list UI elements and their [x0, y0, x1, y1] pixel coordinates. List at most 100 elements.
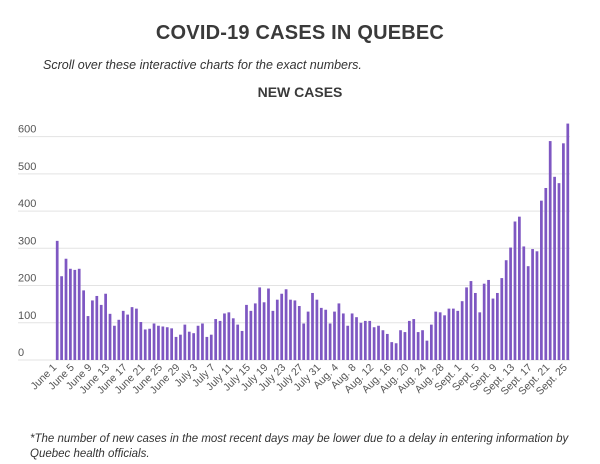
bar-july-26[interactable]: July 26: 145: [297, 306, 301, 360]
bar-july-27[interactable]: July 27: 98: [302, 323, 306, 360]
bar-july-18[interactable]: July 18: 155: [262, 302, 266, 360]
bar-sept-17[interactable]: Sept. 17: 298: [531, 249, 534, 360]
bar-sept-19[interactable]: Sept. 19: 428: [540, 200, 543, 360]
bar-sept-24[interactable]: Sept. 24: 582: [562, 143, 565, 360]
bar-june-17[interactable]: June 17: 122: [126, 314, 129, 360]
bar-sept-20[interactable]: Sept. 20: 462: [544, 187, 548, 360]
bar-sept-5[interactable]: Sept. 5: 128: [478, 312, 482, 360]
bar-sept-12[interactable]: Sept. 12: 302: [509, 247, 512, 360]
bar-july-12[interactable]: July 12: 95: [236, 324, 240, 360]
bar-sept-23[interactable]: Sept. 23: 475: [557, 183, 561, 360]
bar-sept-4[interactable]: Sept. 4: 180: [474, 292, 477, 360]
bar-july-24[interactable]: July 24: 162: [289, 299, 292, 360]
bar-aug-6[interactable]: Aug. 6: 92: [346, 325, 350, 360]
bar-june-14[interactable]: June 14: 92: [113, 325, 116, 360]
bar-aug-21[interactable]: Aug. 21: 110: [412, 319, 416, 360]
bar-aug-18[interactable]: Aug. 18: 80: [399, 330, 402, 360]
bar-aug-16[interactable]: Aug. 16: 48: [390, 342, 394, 360]
bar-aug-31[interactable]: Aug. 31: 132: [456, 310, 460, 360]
bar-aug-5[interactable]: Aug. 5: 125: [341, 313, 345, 360]
bar-aug-4[interactable]: Aug. 4: 152: [337, 303, 341, 360]
bar-sept-3[interactable]: Sept. 3: 212: [469, 281, 473, 360]
bar-june-29[interactable]: June 29: 68: [179, 334, 182, 360]
bar-july-30[interactable]: July 30: 162: [315, 299, 319, 360]
bar-june-18[interactable]: June 18: 142: [130, 307, 134, 360]
bar-june-30[interactable]: June 30: 95: [183, 324, 187, 360]
bar-sept-22[interactable]: Sept. 22: 492: [553, 176, 556, 360]
bar-aug-2[interactable]: Aug. 2: 98: [328, 323, 332, 360]
bar-july-16[interactable]: July 16: 152: [253, 303, 257, 360]
bar-july-22[interactable]: July 22: 178: [280, 293, 284, 360]
bar-sept-21[interactable]: Sept. 21: 588: [548, 141, 552, 360]
bar-july-1[interactable]: July 1: 76: [187, 331, 191, 360]
bar-aug-27[interactable]: Aug. 27: 128: [438, 312, 442, 360]
bar-june-23[interactable]: June 23: 98: [152, 323, 156, 360]
bar-aug-25[interactable]: Aug. 25: 95: [429, 324, 433, 360]
bar-june-26[interactable]: June 26: 88: [165, 327, 169, 360]
bar-aug-12[interactable]: Aug. 12: 88: [372, 327, 376, 360]
bar-sept-15[interactable]: Sept. 15: 305: [522, 246, 526, 360]
bar-sept-10[interactable]: Sept. 10: 220: [500, 278, 504, 360]
bar-july-10[interactable]: July 10: 128: [227, 312, 231, 360]
bar-june-15[interactable]: June 15: 108: [117, 319, 121, 360]
bar-june-2[interactable]: June 2: 225: [60, 276, 63, 360]
bar-july-5[interactable]: July 5: 62: [205, 336, 209, 360]
bar-aug-22[interactable]: Aug. 22: 75: [416, 332, 420, 360]
bar-aug-24[interactable]: Aug. 24: 52: [425, 340, 429, 360]
bar-june-11[interactable]: June 11: 148: [99, 304, 103, 360]
bar-june-3[interactable]: June 3: 272: [64, 258, 68, 360]
bar-july-7[interactable]: July 7: 110: [214, 319, 218, 360]
bar-july-9[interactable]: July 9: 125: [223, 313, 226, 360]
bar-aug-14[interactable]: Aug. 14: 80: [381, 330, 385, 360]
bar-aug-8[interactable]: Aug. 8: 115: [355, 317, 358, 360]
bar-aug-10[interactable]: Aug. 10: 105: [363, 320, 367, 360]
bar-aug-19[interactable]: Aug. 19: 75: [403, 332, 407, 360]
bar-sept-25[interactable]: Sept. 25: 635: [566, 123, 570, 360]
bar-aug-30[interactable]: Aug. 30: 138: [451, 308, 455, 360]
bar-sept-7[interactable]: Sept. 7: 215: [487, 279, 490, 360]
bar-june-16[interactable]: June 16: 132: [121, 310, 125, 360]
bar-june-10[interactable]: June 10: 172: [95, 295, 99, 360]
bar-sept-6[interactable]: Sept. 6: 205: [482, 283, 486, 360]
bar-june-5[interactable]: June 5: 242: [73, 269, 77, 360]
bar-june-24[interactable]: June 24: 92: [157, 325, 160, 360]
bar-july-21[interactable]: July 21: 162: [275, 299, 279, 360]
bar-july-17[interactable]: July 17: 195: [258, 287, 262, 360]
bar-june-12[interactable]: June 12: 178: [104, 293, 107, 360]
bar-sept-18[interactable]: Sept. 18: 292: [535, 251, 539, 360]
bar-june-20[interactable]: June 20: 102: [139, 322, 143, 360]
bar-july-2[interactable]: July 2: 72: [192, 333, 196, 360]
bar-sept-1[interactable]: Sept. 1: 158: [460, 301, 464, 360]
bar-aug-29[interactable]: Aug. 29: 138: [447, 308, 451, 360]
bar-aug-9[interactable]: Aug. 9: 100: [359, 322, 363, 360]
bar-june-9[interactable]: June 9: 160: [91, 300, 94, 360]
bar-june-21[interactable]: June 21: 82: [143, 329, 147, 360]
bar-july-13[interactable]: July 13: 78: [240, 330, 244, 360]
bar-aug-26[interactable]: Aug. 26: 130: [434, 311, 438, 360]
bar-aug-11[interactable]: Aug. 11: 105: [368, 320, 372, 360]
bar-july-4[interactable]: July 4: 98: [201, 323, 204, 360]
bar-july-28[interactable]: July 28: 130: [306, 311, 310, 360]
bar-july-15[interactable]: July 15: 132: [249, 310, 253, 360]
bar-sept-13[interactable]: Sept. 13: 372: [513, 221, 517, 361]
bar-june-22[interactable]: June 22: 84: [148, 328, 151, 360]
bar-july-3[interactable]: July 3: 92: [196, 325, 200, 360]
bar-sept-11[interactable]: Sept. 11: 268: [504, 260, 508, 360]
bar-june-27[interactable]: June 27: 85: [170, 328, 174, 360]
bar-aug-23[interactable]: Aug. 23: 80: [421, 330, 424, 360]
bar-june-25[interactable]: June 25: 90: [161, 326, 165, 360]
bar-july-20[interactable]: July 20: 132: [271, 310, 275, 360]
bar-june-28[interactable]: June 28: 62: [174, 336, 178, 360]
bar-june-6[interactable]: June 6: 245: [77, 268, 81, 360]
bar-july-25[interactable]: July 25: 160: [293, 300, 297, 360]
bar-june-4[interactable]: June 4: 245: [69, 268, 72, 360]
bar-sept-2[interactable]: Sept. 2: 195: [465, 287, 468, 360]
bar-july-29[interactable]: July 29: 180: [311, 292, 314, 360]
bar-june-19[interactable]: June 19: 138: [135, 308, 138, 360]
bar-sept-16[interactable]: Sept. 16: 252: [526, 266, 530, 360]
bar-aug-13[interactable]: Aug. 13: 92: [377, 325, 380, 360]
bar-july-23[interactable]: July 23: 190: [284, 289, 288, 360]
bar-aug-17[interactable]: Aug. 17: 45: [394, 343, 398, 360]
bar-july-11[interactable]: July 11: 112: [231, 318, 235, 360]
bar-july-8[interactable]: July 8: 105: [218, 320, 222, 360]
